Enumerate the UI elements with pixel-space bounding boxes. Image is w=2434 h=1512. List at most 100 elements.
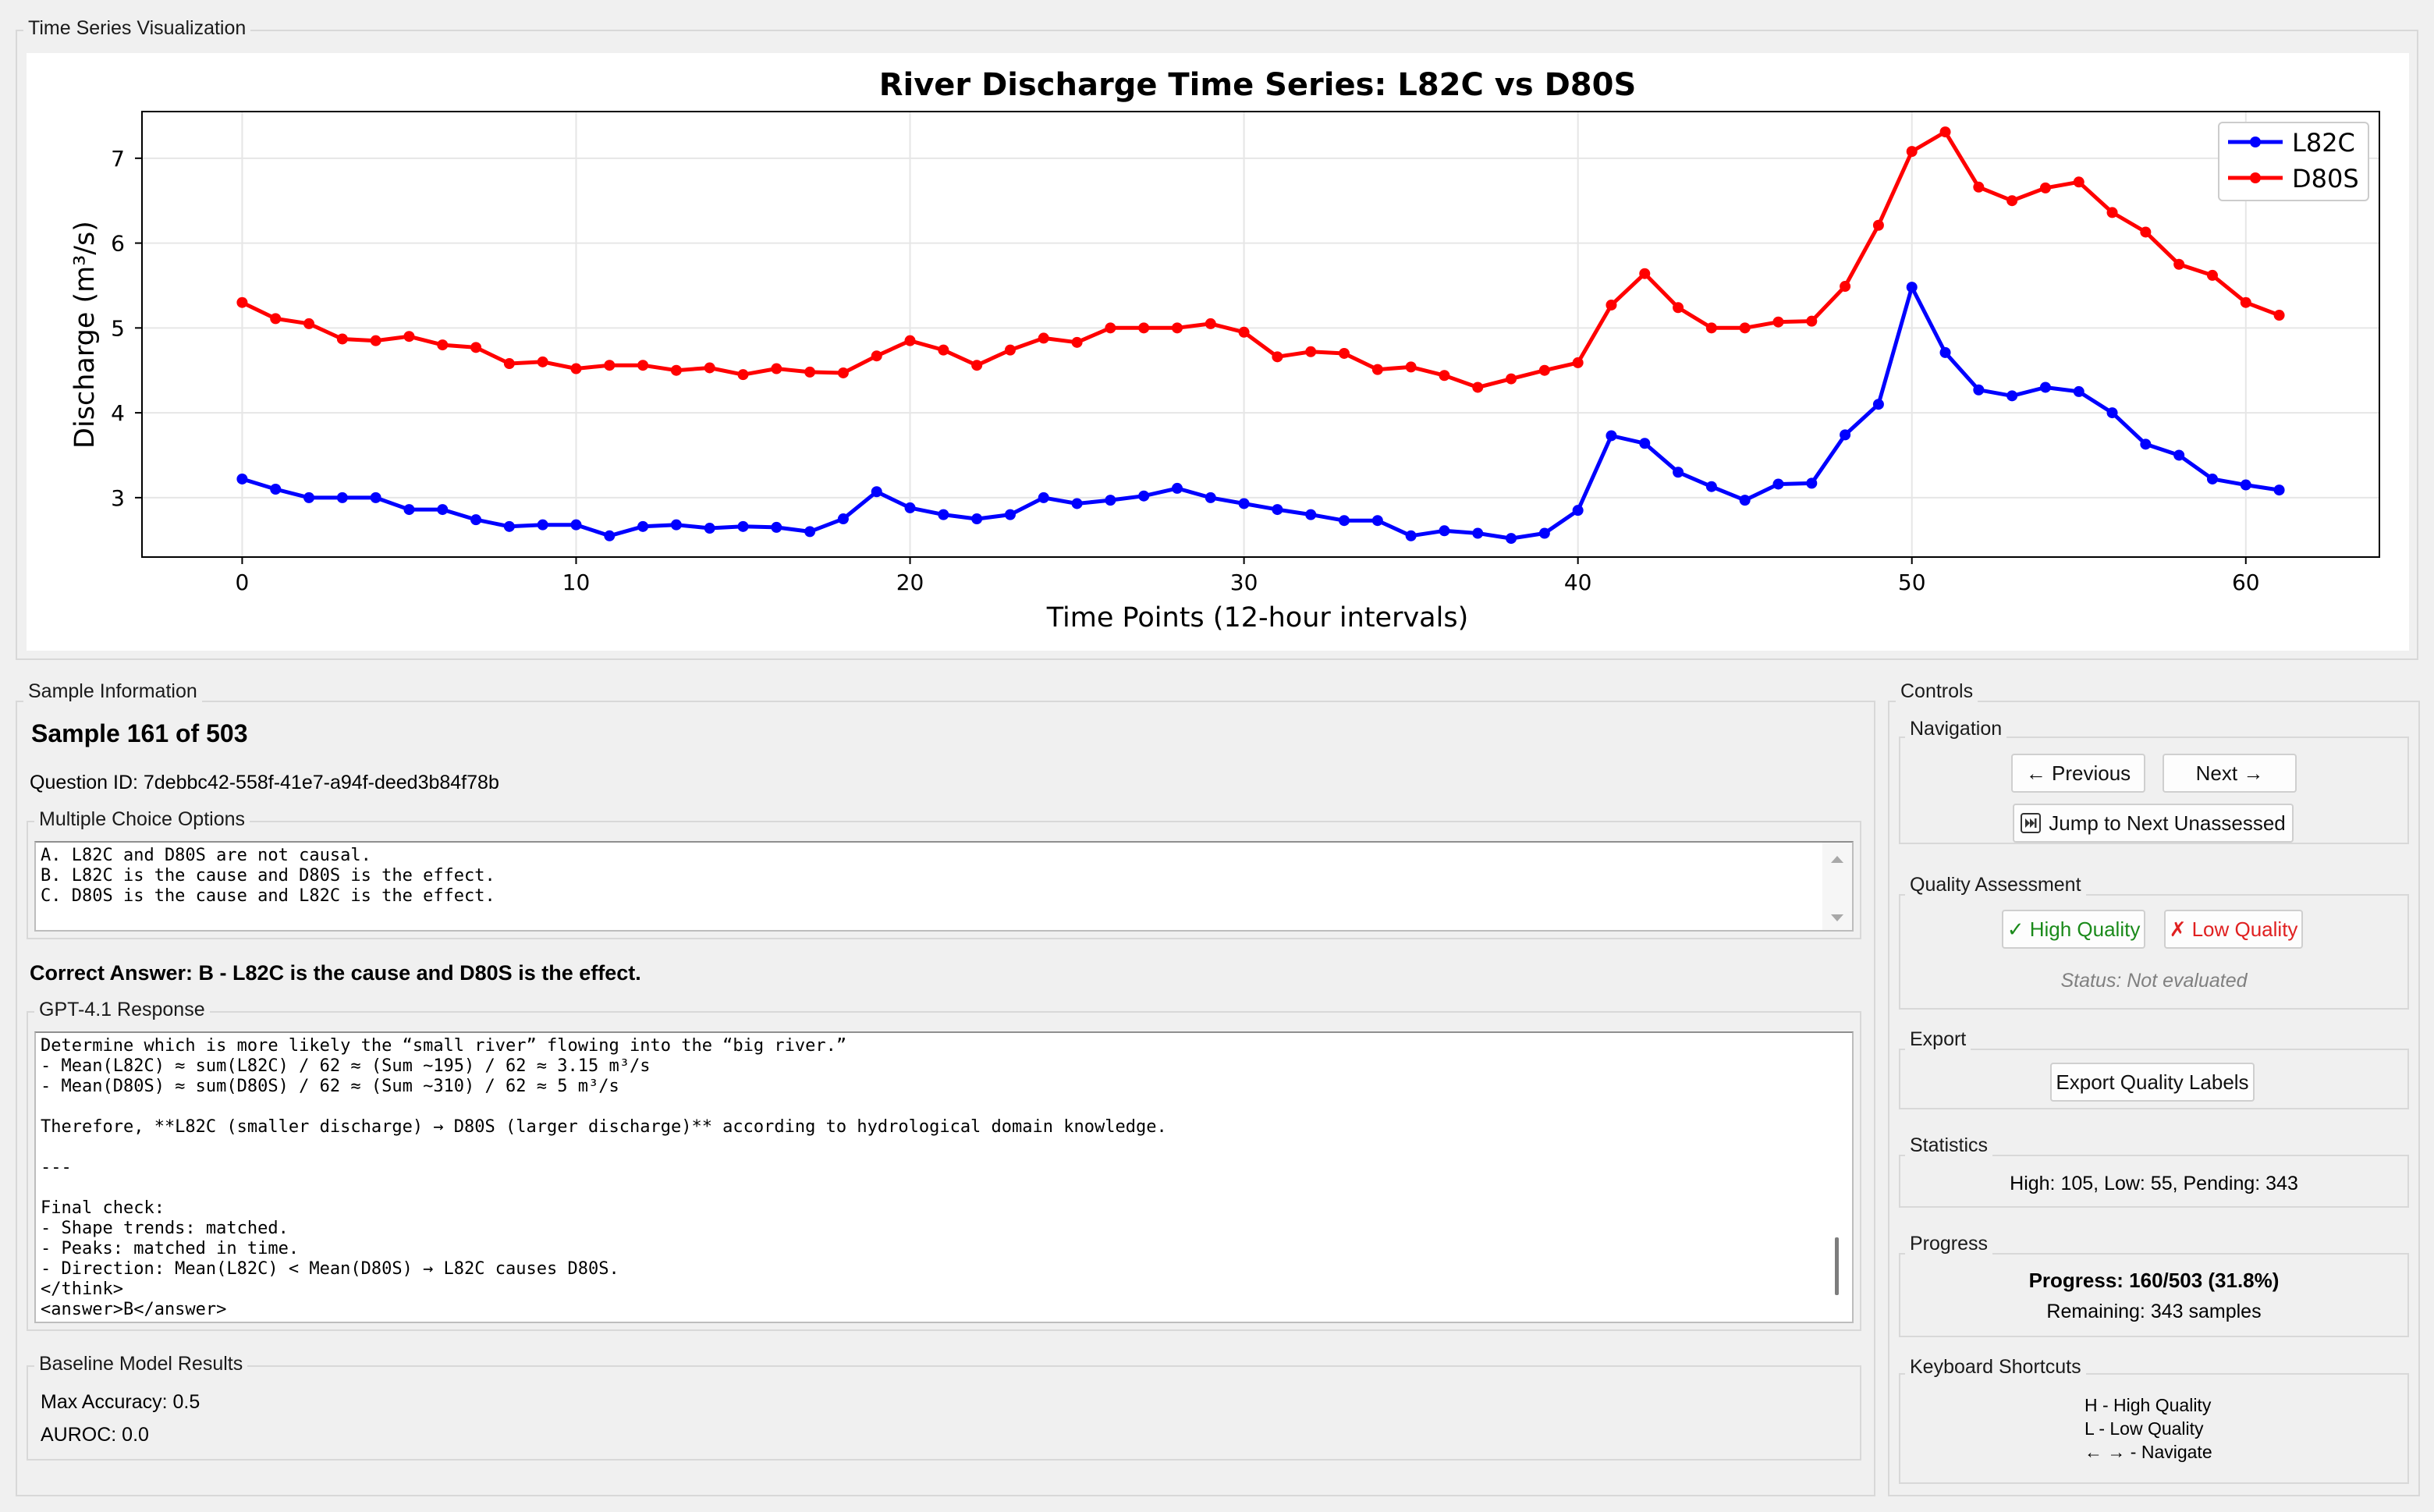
data-point-d80s — [1872, 219, 1884, 231]
data-point-l82c — [938, 509, 949, 520]
data-point-l82c — [804, 526, 816, 538]
low-quality-button[interactable]: ✗ Low Quality — [2164, 910, 2303, 949]
mc-option-b: B. L82C is the cause and D80S is the eff… — [41, 866, 495, 886]
export-quality-labels-button[interactable]: Export Quality Labels — [2050, 1063, 2255, 1102]
data-point-d80s — [1572, 357, 1584, 368]
data-point-l82c — [2240, 479, 2251, 491]
data-point-l82c — [1071, 498, 1083, 509]
plot-frame — [141, 111, 2380, 558]
shortcut-navigate: ← → - Navigate — [2085, 1442, 2212, 1462]
data-point-l82c — [1538, 527, 1550, 539]
y-tick-label: 4 — [111, 400, 125, 426]
jump-next-unassessed-button[interactable]: Jump to Next Unassessed — [2013, 804, 2294, 843]
data-point-l82c — [1973, 384, 1985, 396]
chart-legend: L82C D80S — [2218, 122, 2369, 201]
data-point-l82c — [1371, 515, 1383, 527]
data-point-d80s — [938, 344, 949, 356]
response-group-title: GPT-4.1 Response — [34, 999, 210, 1020]
mc-option-a: A. L82C and D80S are not causal. — [41, 846, 371, 865]
data-point-d80s — [1205, 318, 1216, 329]
data-point-l82c — [2273, 484, 2285, 496]
data-point-l82c — [1405, 530, 1417, 541]
mc-options-group-title: Multiple Choice Options — [34, 808, 250, 830]
high-quality-button[interactable]: ✓ High Quality — [2002, 910, 2145, 949]
data-point-d80s — [1371, 364, 1383, 375]
mc-options-scrollbar[interactable] — [1822, 843, 1852, 930]
data-point-d80s — [1472, 382, 1484, 393]
baseline-group — [27, 1365, 1861, 1461]
data-point-l82c — [1739, 495, 1751, 506]
data-point-d80s — [737, 369, 749, 381]
data-point-d80s — [2039, 182, 2051, 193]
response-line: Final check: — [41, 1198, 165, 1218]
data-point-l82c — [2039, 382, 2051, 393]
quality-group-title: Quality Assessment — [1905, 874, 2086, 896]
data-point-d80s — [1973, 181, 1985, 193]
data-point-d80s — [570, 363, 582, 374]
sample-info-group — [16, 701, 1875, 1496]
progress-group-title: Progress — [1905, 1233, 1993, 1255]
baseline-group-title: Baseline Model Results — [34, 1353, 248, 1375]
data-point-l82c — [303, 492, 315, 503]
export-group — [1899, 1049, 2409, 1109]
data-point-d80s — [604, 360, 616, 371]
data-point-d80s — [2106, 207, 2118, 218]
response-line: </think> — [41, 1280, 123, 1299]
y-tick-label: 3 — [111, 485, 125, 511]
mc-options-group — [27, 821, 1861, 939]
visualization-group — [16, 30, 2418, 660]
response-line: - Shape trends: matched. — [41, 1219, 289, 1238]
data-point-l82c — [1004, 509, 1016, 520]
mc-option-c: C. D80S is the cause and L82C is the eff… — [41, 886, 495, 906]
data-point-l82c — [236, 473, 248, 484]
scroll-down-arrow-icon[interactable] — [1822, 907, 1852, 930]
data-point-d80s — [370, 335, 381, 346]
x-tick-label: 10 — [562, 570, 591, 595]
data-point-l82c — [1038, 492, 1049, 503]
data-point-l82c — [2106, 407, 2118, 419]
statistics-text: High: 105, Low: 55, Pending: 343 — [2010, 1173, 2298, 1194]
data-point-d80s — [2273, 310, 2285, 321]
response-textbox[interactable]: Determine which is more likely the “smal… — [34, 1031, 1854, 1323]
previous-button[interactable]: ← Previous — [2011, 754, 2145, 793]
data-point-l82c — [537, 519, 548, 531]
response-scrollbar-thumb[interactable] — [1835, 1237, 1839, 1295]
data-point-d80s — [837, 367, 849, 378]
data-point-l82c — [1806, 477, 1818, 489]
data-point-d80s — [904, 335, 916, 346]
y-tick-label: 6 — [111, 231, 125, 257]
export-group-title: Export — [1905, 1028, 1971, 1050]
data-point-l82c — [270, 483, 282, 495]
data-point-l82c — [904, 502, 916, 513]
response-line — [36, 1138, 1852, 1158]
data-point-d80s — [470, 342, 482, 353]
response-line — [36, 1178, 1852, 1198]
data-point-l82c — [1840, 429, 1851, 441]
response-line: - Mean(L82C) ≈ sum(L82C) / 62 ≈ (Sum ~19… — [41, 1056, 651, 1076]
legend-l82c-marker — [2250, 137, 2261, 147]
data-point-l82c — [771, 521, 782, 533]
chart-ylabel: Discharge (m³/s) — [69, 221, 101, 449]
data-point-d80s — [303, 318, 315, 329]
progress-group — [1899, 1253, 2409, 1337]
data-point-d80s — [1339, 347, 1350, 359]
data-point-d80s — [971, 360, 983, 371]
data-point-d80s — [1305, 346, 1317, 357]
data-point-l82c — [437, 504, 449, 516]
shortcuts-group-title: Keyboard Shortcuts — [1905, 1356, 2086, 1378]
data-point-l82c — [837, 513, 849, 525]
data-point-l82c — [2140, 438, 2152, 450]
data-point-l82c — [2006, 390, 2018, 402]
remaining-text: Remaining: 343 samples — [2046, 1301, 2262, 1322]
scroll-up-arrow-icon[interactable] — [1822, 847, 1852, 871]
data-point-d80s — [537, 356, 548, 367]
data-point-d80s — [1705, 322, 1717, 334]
data-point-d80s — [1739, 322, 1751, 334]
shortcuts-group — [1899, 1373, 2409, 1484]
next-button[interactable]: Next → — [2163, 754, 2297, 793]
data-point-l82c — [370, 492, 381, 503]
data-point-l82c — [1305, 509, 1317, 520]
sample-heading: Sample 161 of 503 — [31, 719, 248, 747]
response-scrollbar[interactable] — [1822, 1033, 1852, 1322]
mc-options-textbox[interactable]: A. L82C and D80S are not causal. B. L82C… — [34, 841, 1854, 932]
